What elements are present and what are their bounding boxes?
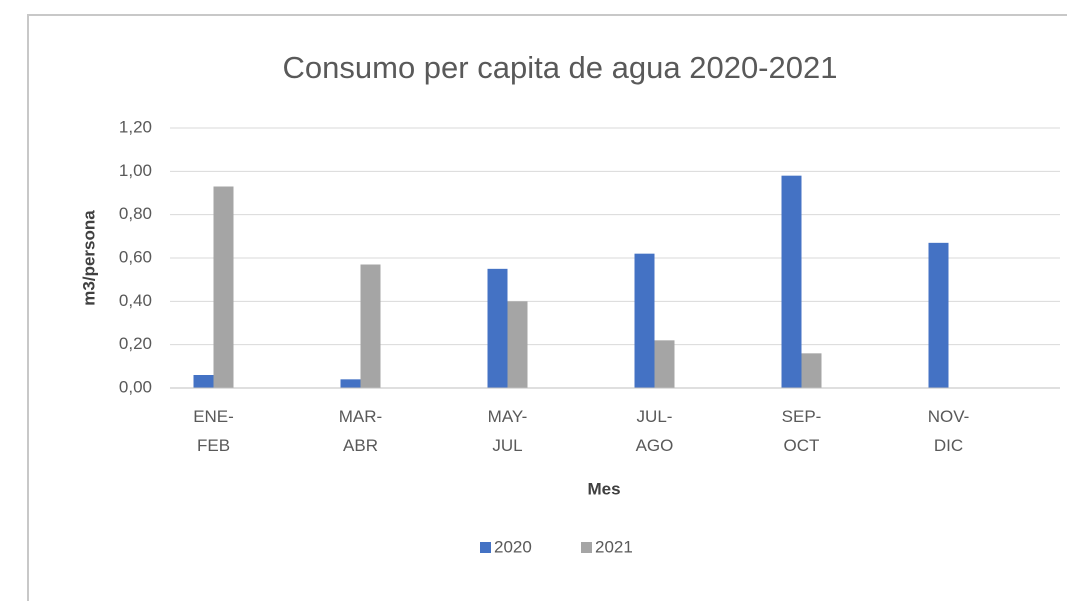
x-tick-label: NOV-DIC <box>928 407 970 455</box>
bar <box>654 340 675 388</box>
chart-title: Consumo per capita de agua 2020-2021 <box>283 50 838 85</box>
bar <box>801 353 822 388</box>
y-tick-label: 0,80 <box>119 204 152 223</box>
bar <box>340 379 361 388</box>
bar <box>213 186 234 388</box>
x-tick-label: SEP-OCT <box>782 407 822 455</box>
y-tick-label: 0,20 <box>119 334 152 353</box>
legend-swatch <box>581 542 592 553</box>
x-tick-label: MAR-ABR <box>339 407 382 455</box>
legend-label: 2021 <box>595 537 633 556</box>
y-tick-label: 1,20 <box>119 117 152 136</box>
bar <box>507 301 528 388</box>
chart-frame <box>27 14 1067 601</box>
y-tick-label: 1,00 <box>119 161 152 180</box>
bar <box>360 264 381 388</box>
bar <box>487 268 508 388</box>
y-tick-label: 0,60 <box>119 247 152 266</box>
x-tick-label: JUL-AGO <box>636 407 674 455</box>
bar <box>928 242 949 388</box>
y-tick-label: 0,40 <box>119 291 152 310</box>
x-axis-title: Mes <box>587 479 620 498</box>
x-tick-label: ENE-FEB <box>193 407 234 455</box>
x-tick-label: MAY-JUL <box>488 407 528 455</box>
bar <box>634 253 655 388</box>
bar <box>781 175 802 388</box>
legend-label: 2020 <box>494 537 532 556</box>
y-axis-title: m3/persona <box>79 210 98 306</box>
bar <box>193 375 214 388</box>
y-tick-label: 0,00 <box>119 377 152 396</box>
legend-swatch <box>480 542 491 553</box>
